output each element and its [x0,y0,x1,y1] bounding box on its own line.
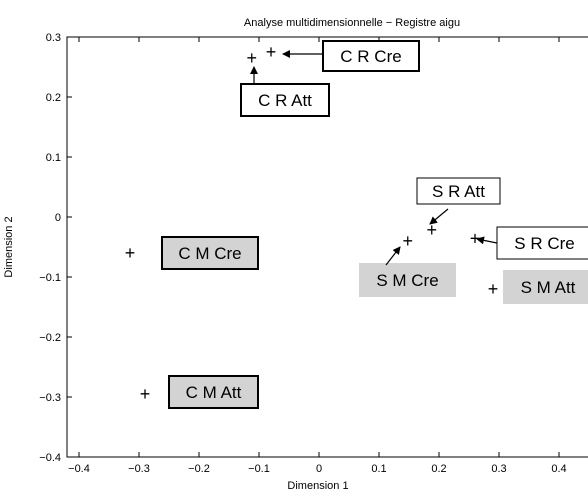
label-arrow [476,236,498,245]
point-label: S R Att [432,182,485,201]
data-point: + S M Att [488,270,588,304]
y-tick-label: 0.1 [46,152,61,164]
data-point: + C M Cre [125,236,259,270]
data-point: + S M Cre [359,231,456,297]
point-label-box [322,40,420,72]
point-label: C R Cre [340,47,401,66]
point-label: S M Cre [376,271,438,290]
y-tick-label: 0.2 [46,92,61,104]
y-tick-label: 0 [55,212,61,224]
x-tick-label: −0.1 [248,463,270,475]
plus-marker: + [470,229,481,249]
point-label: C M Cre [178,244,241,263]
data-point: + S R Cre [470,226,588,260]
point-label-box [240,83,330,117]
y-tick-label: −0.3 [39,392,61,404]
plus-marker: + [266,42,277,62]
x-tick-label: −0.3 [128,463,150,475]
point-label-box [496,226,588,260]
x-tick-label: −0.4 [68,463,90,475]
y-tick-label: −0.4 [39,452,61,464]
plus-marker: + [125,243,136,263]
y-tick-label: 0.3 [46,32,61,44]
point-label: S R Cre [514,234,574,253]
x-tick-label: −0.2 [188,463,210,475]
plus-marker: + [403,231,414,251]
y-axis: 0.3 0.2 0.1 0 −0.1 −0.2 −0.3 −0.4 [39,32,72,464]
y-axis-label: Dimension 2 [3,216,15,277]
x-tick-label: 0.4 [551,463,566,475]
point-label-box [161,236,259,270]
x-tick-label: 0.1 [371,463,386,475]
data-point: + C M Att [140,375,259,409]
data-point: + C R Att [240,48,330,117]
point-label: C R Att [258,91,312,110]
x-tick-label: 0 [316,463,322,475]
point-label-box [416,177,501,205]
point-label-box [359,263,456,297]
data-points: + C R Cre + C R Att + S R Att + S R Cre + S M Cre… [125,40,588,409]
plus-marker: + [247,48,258,68]
x-tick-label: 0.2 [431,463,446,475]
label-arrow [385,246,401,266]
data-point: + S R Att [416,177,501,240]
point-label: S M Att [521,278,576,297]
y-tick-label: −0.2 [39,332,61,344]
plus-marker: + [488,279,499,299]
point-label: C M Att [186,383,242,402]
point-label-box [168,375,259,409]
x-tick-label: 0.3 [491,463,506,475]
y-tick-label: −0.1 [39,272,61,284]
x-axis-label: Dimension 1 [287,480,348,490]
plus-marker: + [140,384,151,404]
chart-title: Analyse multidimensionnelle − Registre a… [244,17,460,29]
point-label-box [503,270,588,304]
label-arrow [429,208,449,225]
data-point: + C R Cre [266,40,420,72]
plus-marker: + [427,220,438,240]
